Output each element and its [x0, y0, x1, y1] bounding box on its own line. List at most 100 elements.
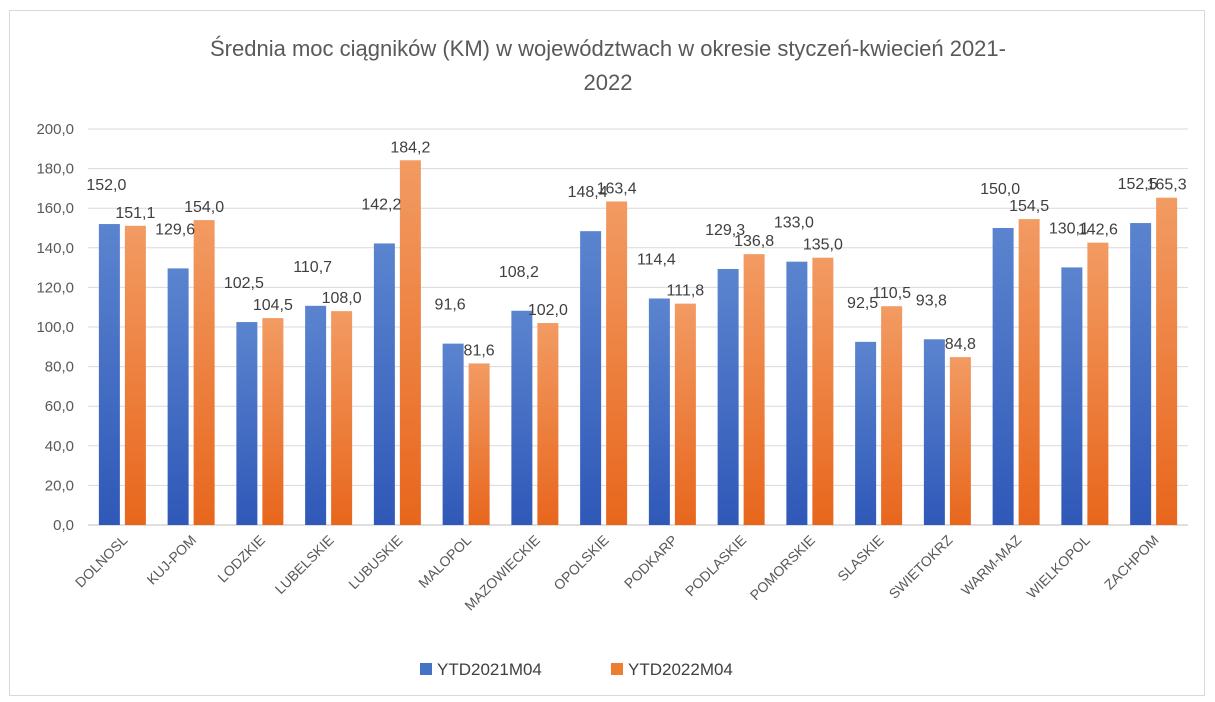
- data-label-ytd2022-warm-maz: 154,5: [1009, 198, 1049, 215]
- data-label-ytd2021-zachpom: 152,5: [1118, 176, 1158, 193]
- y-tick-label: 100,0: [36, 319, 74, 336]
- data-label-ytd2022-slaskie: 110,5: [872, 285, 911, 302]
- y-tick-label: 60,0: [45, 398, 74, 415]
- x-tick-label: POMORSKIE: [747, 532, 818, 603]
- data-label-ytd2022-wielkopol: 142,6: [1078, 222, 1118, 239]
- bar-ytd2021-kuj-pom: [167, 268, 189, 525]
- x-tick-label: SLASKIE: [834, 532, 887, 585]
- x-tick-label: SWIETOKRZ: [886, 531, 956, 601]
- x-tick-label: LUBUSKIE: [345, 532, 405, 592]
- bar-ytd2021-pomorskie: [786, 261, 808, 525]
- x-tick-label: MALOPOL: [415, 532, 474, 591]
- bar-ytd2021-swietokrz: [923, 339, 945, 525]
- x-tick-label: ZACHPOM: [1101, 532, 1162, 593]
- bar-ytd2021-podlaskie: [717, 268, 739, 525]
- data-label-ytd2022-malopol: 81,6: [464, 342, 495, 359]
- x-axis-categories: DOLNOSL KUJ-POM LODZKIE LUBELSKIE LUBUSKIE MA…: [72, 531, 1162, 613]
- data-label-ytd2022-opolskie: 163,4: [597, 180, 637, 197]
- y-axis-ticks: 0,0 20,0 40,0 60,0 80,0 100,0 120,0 140,0 160,0 1…: [36, 121, 74, 534]
- x-tick-label: PODKARP: [621, 532, 681, 592]
- bar-ytd2021-lubuskie: [373, 243, 395, 525]
- bar-ytd2021-lubelskie: [305, 305, 327, 525]
- chart-title-line-1: Średnia moc ciągników (KM) w województwa…: [210, 36, 1006, 61]
- legend-swatch-ytd2021: [420, 663, 432, 675]
- data-label-ytd2021-podlaskie: 129,3: [705, 222, 745, 239]
- bar-ytd2022-dolnosl: [124, 225, 146, 525]
- data-label-ytd2022-mazowieckie: 102,0: [528, 302, 568, 319]
- x-tick-label: WARM-MAZ: [958, 531, 1025, 598]
- data-label-ytd2021-pomorskie: 133,0: [774, 215, 814, 232]
- data-label-ytd2022-pomorskie: 135,0: [803, 237, 843, 254]
- data-label-ytd2021-opolskie: 148,4: [568, 184, 608, 201]
- bar-ytd2022-opolskie: [606, 201, 628, 525]
- x-tick-label: LODZKIE: [214, 532, 268, 586]
- bar-ytd2022-wielkopol: [1087, 242, 1109, 526]
- data-label-ytd2021-lubelskie: 110,7: [293, 259, 332, 276]
- data-label-ytd2021-malopol: 91,6: [435, 297, 466, 314]
- y-tick-label: 40,0: [45, 438, 74, 455]
- data-label-ytd2021-lubuskie: 142,2: [361, 196, 401, 213]
- y-tick-label: 180,0: [36, 161, 74, 178]
- bars: [98, 160, 1178, 526]
- bar-ytd2022-lubuskie: [399, 160, 421, 525]
- y-tick-label: 140,0: [36, 240, 74, 257]
- data-label-ytd2022-zachpom: 165,3: [1147, 177, 1187, 194]
- bar-ytd2021-slaskie: [855, 341, 877, 525]
- data-label-ytd2022-lubuskie: 184,2: [390, 139, 430, 156]
- data-label-ytd2022-kuj-pom: 154,0: [184, 199, 224, 216]
- bar-ytd2022-slaskie: [881, 306, 903, 525]
- bar-ytd2022-podlaskie: [743, 254, 765, 526]
- bar-ytd2021-zachpom: [1130, 223, 1152, 526]
- data-label-ytd2021-slaskie: 92,5: [847, 295, 878, 312]
- data-label-ytd2021-wielkopol: 130,1: [1049, 220, 1089, 237]
- x-tick-label: LUBELSKIE: [272, 532, 337, 597]
- data-label-ytd2021-lodzkie: 102,5: [224, 275, 264, 292]
- bar-ytd2021-mazowieckie: [511, 310, 533, 525]
- y-tick-label: 80,0: [45, 359, 74, 376]
- bar-ytd2021-wielkopol: [1061, 267, 1083, 525]
- bar-ytd2021-dolnosl: [98, 224, 120, 526]
- bar-ytd2021-lodzkie: [236, 322, 258, 525]
- x-tick-label: PODLASKIE: [682, 532, 749, 599]
- chart-title-line-2: 2022: [584, 70, 633, 95]
- bar-ytd2021-malopol: [442, 343, 464, 525]
- data-label-ytd2022-podlaskie: 136,8: [734, 233, 774, 250]
- chart-area: Średnia moc ciągników (KM) w województwa…: [9, 10, 1205, 696]
- legend-swatch-ytd2022: [611, 663, 623, 675]
- y-tick-label: 0,0: [53, 517, 74, 534]
- bar-ytd2022-zachpom: [1156, 197, 1178, 525]
- x-tick-label: DOLNOSL: [72, 532, 131, 591]
- bar-ytd2022-mazowieckie: [537, 323, 559, 525]
- x-tick-label: WIELKOPOL: [1023, 532, 1093, 602]
- x-tick-label: MAZOWIECKIE: [461, 532, 543, 614]
- data-label-ytd2021-mazowieckie: 108,2: [499, 264, 539, 281]
- data-label-ytd2022-dolnosl: 151,1: [115, 205, 155, 222]
- bar-ytd2022-swietokrz: [949, 357, 971, 525]
- x-tick-label: OPOLSKIE: [550, 532, 611, 593]
- bar-ytd2022-kuj-pom: [193, 220, 215, 525]
- bar-ytd2021-opolskie: [580, 231, 602, 525]
- legend: YTD2021M04 YTD2022M04: [420, 660, 733, 679]
- y-tick-label: 20,0: [45, 477, 74, 494]
- data-label-ytd2022-podkarp: 111,8: [667, 283, 705, 300]
- data-label-ytd2022-swietokrz: 84,8: [945, 336, 976, 353]
- bar-ytd2022-lodzkie: [262, 318, 284, 525]
- bar-ytd2022-warm-maz: [1018, 219, 1040, 525]
- data-label-ytd2021-swietokrz: 93,8: [916, 292, 947, 309]
- x-tick-label: KUJ-POM: [143, 532, 199, 588]
- legend-label-ytd2022: YTD2022M04: [628, 660, 733, 679]
- bar-ytd2021-warm-maz: [992, 228, 1014, 525]
- bar-ytd2022-podkarp: [674, 303, 696, 525]
- legend-label-ytd2021: YTD2021M04: [437, 660, 542, 679]
- y-tick-label: 200,0: [36, 121, 74, 138]
- data-label-ytd2021-kuj-pom: 129,6: [155, 221, 195, 238]
- bar-ytd2022-pomorskie: [812, 257, 834, 525]
- data-label-ytd2022-lodzkie: 104,5: [253, 297, 293, 314]
- bar-chart: Średnia moc ciągników (KM) w województwa…: [36, 36, 1188, 679]
- bar-ytd2022-malopol: [468, 363, 490, 525]
- data-label-ytd2022-lubelskie: 108,0: [322, 290, 362, 307]
- data-label-ytd2021-warm-maz: 150,0: [980, 181, 1020, 198]
- bar-ytd2021-podkarp: [648, 298, 670, 525]
- data-label-ytd2021-dolnosl: 152,0: [86, 177, 126, 194]
